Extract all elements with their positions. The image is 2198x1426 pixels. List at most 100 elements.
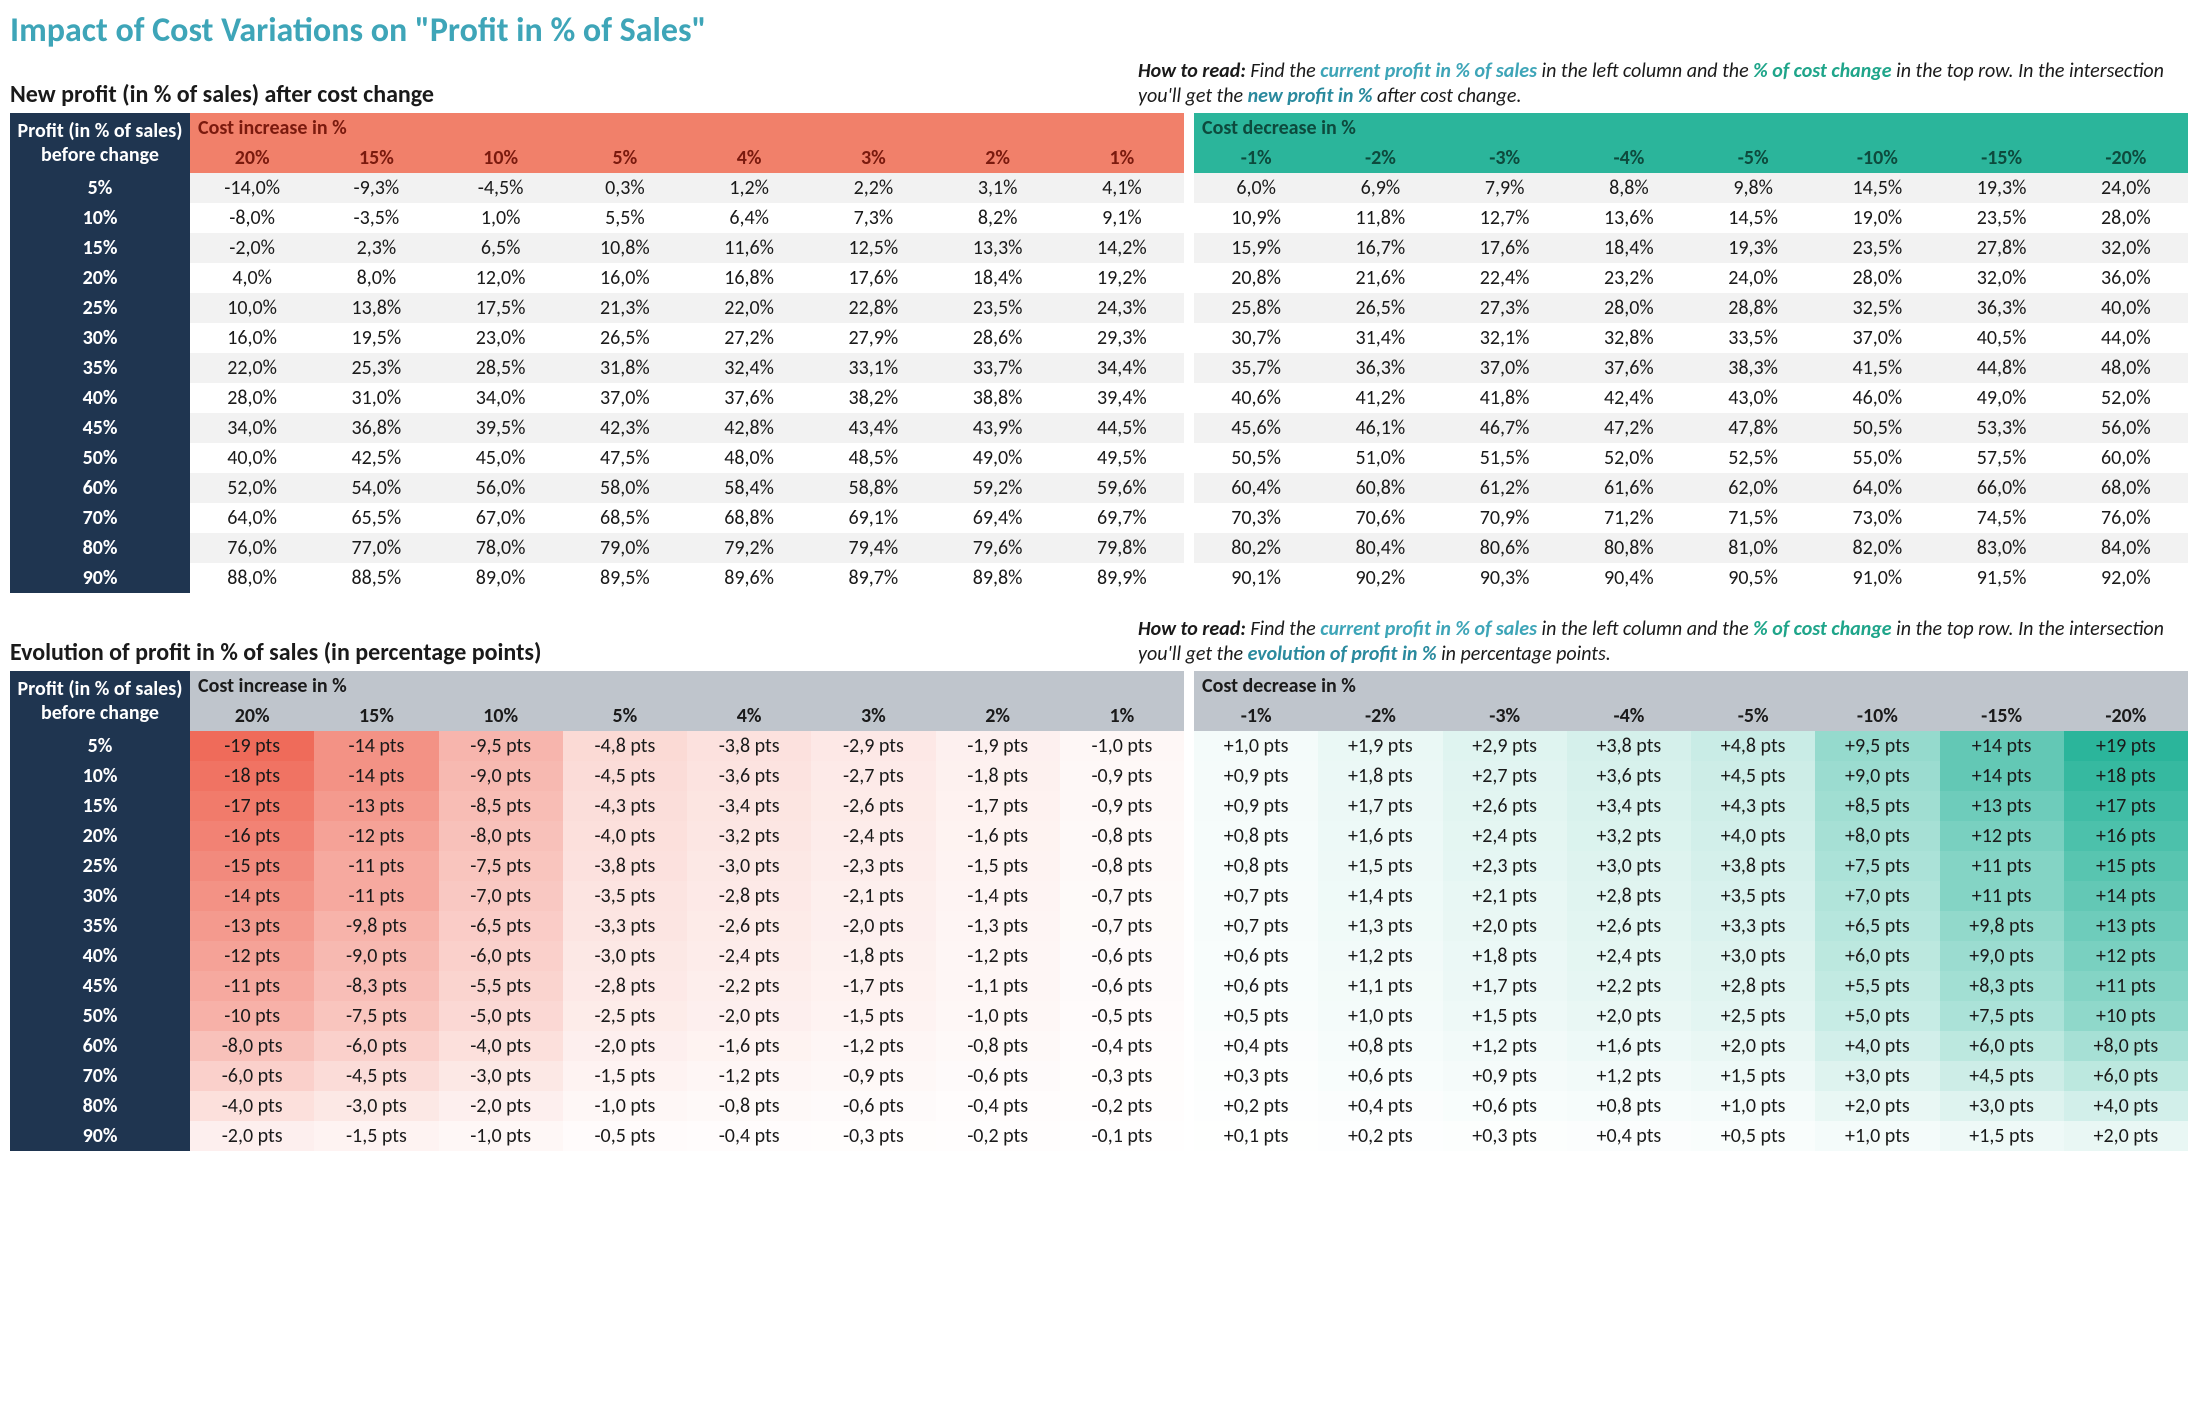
row-label: 50%: [10, 443, 190, 473]
table-row: 10%-18 pts-14 pts-9,0 pts-4,5 pts-3,6 pt…: [10, 761, 2188, 791]
dec-cell: +0,3 pts: [1443, 1121, 1567, 1151]
table2-title: Evolution of profit in % of sales (in pe…: [10, 638, 541, 667]
inc-cell: -13 pts: [314, 791, 438, 821]
dec-cell: 83,0%: [1940, 533, 2064, 563]
inc-cell: 78,0%: [439, 533, 563, 563]
inc-cell: 38,2%: [811, 383, 935, 413]
inc-cell: -2,0 pts: [563, 1031, 687, 1061]
inc-cell: -4,8 pts: [563, 731, 687, 761]
inc-cell: 0,3%: [563, 173, 687, 203]
inc-cell: -3,0 pts: [439, 1061, 563, 1091]
inc-cell: 28,6%: [936, 323, 1060, 353]
inc-cell: -0,3 pts: [811, 1121, 935, 1151]
dec-cell: 55,0%: [1815, 443, 1939, 473]
dec-col-header: -10%: [1815, 143, 1939, 173]
dec-col-header: -20%: [2064, 143, 2188, 173]
inc-cell: -2,3 pts: [811, 851, 935, 881]
inc-cell: 58,8%: [811, 473, 935, 503]
inc-cell: -1,0 pts: [1060, 731, 1184, 761]
inc-cell: -3,8 pts: [687, 731, 811, 761]
dec-cell: 80,2%: [1194, 533, 1318, 563]
inc-cell: -1,3 pts: [936, 911, 1060, 941]
row-label: 20%: [10, 821, 190, 851]
row-label: 90%: [10, 563, 190, 593]
inc-col-header: 4%: [687, 701, 811, 731]
dec-cell: +9,5 pts: [1815, 731, 1939, 761]
dec-cell: 18,4%: [1567, 233, 1691, 263]
inc-cell: 89,0%: [439, 563, 563, 593]
row-label: 45%: [10, 413, 190, 443]
inc-cell: 18,4%: [936, 263, 1060, 293]
row-label: 15%: [10, 233, 190, 263]
inc-cell: 48,0%: [687, 443, 811, 473]
dec-cell: 14,5%: [1691, 203, 1815, 233]
dec-cell: 71,5%: [1691, 503, 1815, 533]
table1: Profit (in % of sales)before changeCost …: [10, 113, 2188, 593]
inc-cell: -0,5 pts: [563, 1121, 687, 1151]
dec-cell: +2,1 pts: [1443, 881, 1567, 911]
dec-cell: 82,0%: [1815, 533, 1939, 563]
inc-cell: -1,8 pts: [811, 941, 935, 971]
dec-cell: 28,0%: [2064, 203, 2188, 233]
dec-cell: 56,0%: [2064, 413, 2188, 443]
dec-cell: 52,5%: [1691, 443, 1815, 473]
row-label: 35%: [10, 353, 190, 383]
dec-cell: +8,0 pts: [1815, 821, 1939, 851]
row-header-label: Profit (in % of sales)before change: [10, 671, 190, 731]
inc-cell: -11 pts: [314, 881, 438, 911]
inc-cell: 36,8%: [314, 413, 438, 443]
dec-cell: +2,9 pts: [1443, 731, 1567, 761]
dec-cell: 28,0%: [1815, 263, 1939, 293]
dec-cell: 30,7%: [1194, 323, 1318, 353]
dec-cell: 60,8%: [1318, 473, 1442, 503]
inc-cell: -3,2 pts: [687, 821, 811, 851]
inc-cell: 37,0%: [563, 383, 687, 413]
inc-col-header: 15%: [314, 701, 438, 731]
dec-cell: +1,5 pts: [1940, 1121, 2064, 1151]
inc-cell: 69,1%: [811, 503, 935, 533]
dec-cell: +0,2 pts: [1318, 1121, 1442, 1151]
inc-col-header: 10%: [439, 143, 563, 173]
inc-cell: 27,9%: [811, 323, 935, 353]
row-label: 50%: [10, 1001, 190, 1031]
inc-cell: -4,0 pts: [190, 1091, 314, 1121]
dec-cell: +0,9 pts: [1194, 761, 1318, 791]
dec-cell: +1,0 pts: [1815, 1121, 1939, 1151]
dec-cell: +13 pts: [1940, 791, 2064, 821]
inc-cell: -1,6 pts: [687, 1031, 811, 1061]
dec-cell: +8,0 pts: [2064, 1031, 2188, 1061]
inc-cell: 12,0%: [439, 263, 563, 293]
dec-cell: +2,6 pts: [1443, 791, 1567, 821]
dec-cell: 37,0%: [1815, 323, 1939, 353]
inc-cell: 22,0%: [687, 293, 811, 323]
inc-cell: 42,8%: [687, 413, 811, 443]
dec-cell: +1,2 pts: [1318, 941, 1442, 971]
inc-cell: -2,0 pts: [439, 1091, 563, 1121]
inc-cell: -0,4 pts: [687, 1121, 811, 1151]
inc-cell: 56,0%: [439, 473, 563, 503]
dec-cell: 7,9%: [1443, 173, 1567, 203]
inc-cell: 34,4%: [1060, 353, 1184, 383]
inc-cell: 49,5%: [1060, 443, 1184, 473]
dec-cell: 46,0%: [1815, 383, 1939, 413]
inc-cell: 52,0%: [190, 473, 314, 503]
inc-cell: -2,0 pts: [687, 1001, 811, 1031]
row-label: 70%: [10, 503, 190, 533]
dec-cell: +1,5 pts: [1443, 1001, 1567, 1031]
table-row: 90%-2,0 pts-1,5 pts-1,0 pts-0,5 pts-0,4 …: [10, 1121, 2188, 1151]
dec-cell: 57,5%: [1940, 443, 2064, 473]
inc-cell: 27,2%: [687, 323, 811, 353]
dec-cell: 32,0%: [2064, 233, 2188, 263]
dec-cell: 41,5%: [1815, 353, 1939, 383]
table-row: 25%-15 pts-11 pts-7,5 pts-3,8 pts-3,0 pt…: [10, 851, 2188, 881]
row-label: 80%: [10, 1091, 190, 1121]
dec-cell: +14 pts: [2064, 881, 2188, 911]
dec-cell: +1,0 pts: [1691, 1091, 1815, 1121]
dec-group-header: Cost decrease in %: [1194, 113, 2188, 143]
inc-cell: 58,0%: [563, 473, 687, 503]
inc-col-header: 3%: [811, 143, 935, 173]
inc-cell: 79,8%: [1060, 533, 1184, 563]
dec-col-header: -2%: [1318, 143, 1442, 173]
inc-cell: 1,2%: [687, 173, 811, 203]
dec-cell: +7,5 pts: [1940, 1001, 2064, 1031]
